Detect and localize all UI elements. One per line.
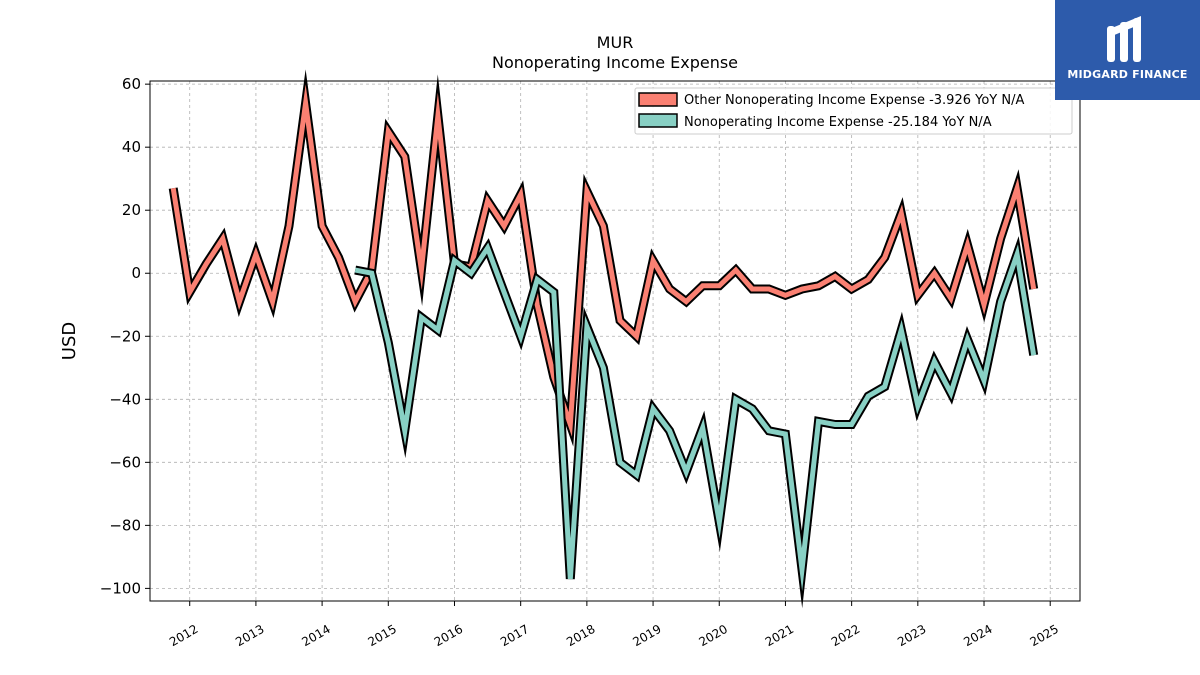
brand-logo: MIDGARD FINANCE — [1055, 0, 1200, 100]
brand-name: MIDGARD FINANCE — [1067, 68, 1188, 81]
legend-swatch-nonoperating — [638, 113, 678, 128]
plot-frame — [149, 80, 1081, 602]
chart-subtitle: Nonoperating Income Expense — [492, 53, 738, 72]
series-layer — [168, 69, 1039, 609]
y-axis-label: USD — [59, 322, 80, 360]
y-tick-label: −100 — [100, 579, 141, 597]
chart-title: MUR — [597, 33, 634, 52]
legend-label-nonoperating: Nonoperating Income Expense -25.184 YoY … — [684, 115, 992, 130]
series-line-nonoperating-income-expense — [354, 242, 1037, 592]
y-tick-label: 40 — [122, 138, 141, 156]
y-tick-label: −80 — [109, 516, 141, 534]
y-tick-label: −40 — [109, 390, 141, 408]
y-tick-label: −60 — [109, 453, 141, 471]
midgard-logo-icon — [1107, 16, 1141, 62]
legend: Other Nonoperating Income Expense -3.926… — [634, 87, 1073, 135]
legend-label-other-nonoperating: Other Nonoperating Income Expense -3.926… — [684, 93, 1024, 108]
legend-frame — [634, 87, 1073, 135]
y-tick-label: 20 — [122, 201, 141, 219]
y-tick-label: 60 — [122, 75, 141, 93]
legend-swatch-other-nonoperating — [638, 92, 678, 107]
y-tick-label: −20 — [109, 327, 141, 345]
y-tick-label: 0 — [131, 264, 141, 282]
series-line-other-nonoperating-income-expense — [170, 84, 1037, 437]
